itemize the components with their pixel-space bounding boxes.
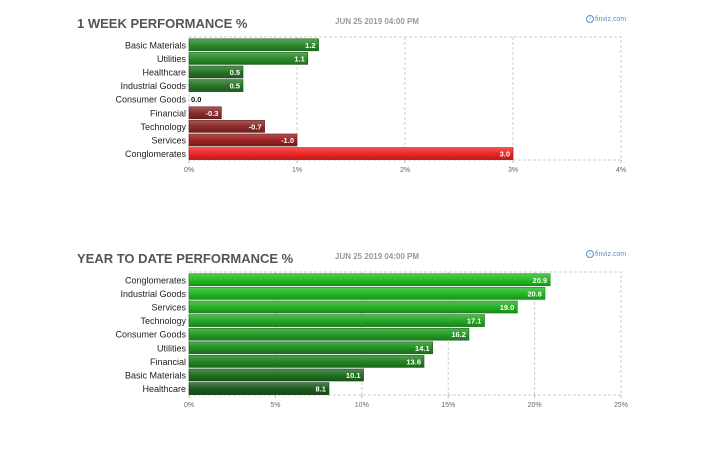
category-label: Basic Materials	[125, 371, 187, 381]
brand-text: finviz.com	[595, 15, 627, 23]
category-label: Services	[151, 303, 186, 313]
bar	[188, 120, 265, 133]
x-tick-label: 3%	[508, 167, 518, 174]
globe-icon: i	[586, 250, 594, 258]
x-tick-label: 20%	[528, 402, 542, 409]
week-plot: 0% 1% 2% 3% 4% Basic Materials 1.2 Utilities 1.1…	[115, 36, 626, 174]
x-tick-label: 2%	[400, 167, 410, 174]
bar	[188, 38, 319, 52]
bar	[188, 52, 309, 65]
value-label: 19.0	[500, 303, 515, 312]
value-label: 0.5	[230, 68, 240, 77]
value-label: 1.2	[305, 41, 315, 50]
bar	[188, 355, 425, 368]
brand-link[interactable]: i finviz.com	[586, 250, 626, 258]
bar	[188, 341, 433, 355]
ytd-performance-chart: YEAR TO DATE PERFORMANCE % JUN 25 2019 0…	[0, 235, 715, 425]
category-label: Conglomerates	[125, 275, 187, 285]
category-label: Healthcare	[142, 68, 186, 78]
category-label: Technology	[140, 122, 186, 132]
x-tick-label: 10%	[355, 402, 369, 409]
bar	[188, 300, 518, 314]
x-tick-label: 15%	[441, 402, 455, 409]
x-tick-label: 25%	[614, 402, 628, 409]
value-label: 0.0	[191, 95, 201, 104]
category-label: Healthcare	[142, 384, 186, 394]
bar	[188, 106, 222, 120]
week-performance-chart: 1 WEEK PERFORMANCE % JUN 25 2019 04:00 P…	[0, 0, 715, 190]
category-label: Financial	[150, 108, 186, 118]
category-label: Services	[151, 136, 186, 146]
chart-title: 1 WEEK PERFORMANCE %	[77, 16, 248, 31]
value-label: 10.1	[346, 371, 361, 380]
category-label: Industrial Goods	[120, 289, 186, 299]
bar	[188, 133, 298, 147]
bar	[188, 368, 364, 382]
category-label: Basic Materials	[125, 40, 187, 50]
value-label: 20.6	[527, 289, 542, 298]
value-label: 8.1	[316, 385, 326, 394]
value-label: -1.0	[281, 136, 294, 145]
bar	[188, 79, 244, 92]
value-label: 14.1	[415, 344, 430, 353]
x-tick-label: 5%	[270, 402, 280, 409]
value-label: 16.2	[451, 330, 466, 339]
category-label: Technology	[140, 316, 186, 326]
category-label: Utilities	[157, 343, 187, 353]
value-label: -0.3	[205, 109, 218, 118]
category-label: Consumer Goods	[115, 95, 186, 105]
bar	[188, 287, 546, 300]
value-label: 0.5	[230, 82, 240, 91]
value-label: -0.7	[249, 122, 262, 131]
ytd-plot: 0% 5% 10% 15% 20% 25% Conglomerates 20.9 Industr…	[115, 271, 628, 409]
chart-date: JUN 25 2019 04:00 PM	[335, 17, 420, 26]
bar	[188, 65, 244, 79]
plot-frame	[188, 271, 622, 396]
globe-icon: i	[586, 15, 594, 23]
value-label: 13.6	[406, 357, 421, 366]
x-tick-label: 1%	[292, 167, 302, 174]
bar	[188, 314, 485, 327]
category-label: Conglomerates	[125, 149, 187, 159]
category-label: Financial	[150, 357, 186, 367]
x-tick-label: 0%	[184, 402, 194, 409]
bar	[188, 327, 470, 341]
bar	[188, 147, 514, 160]
bar	[188, 273, 551, 287]
chart-date: JUN 25 2019 04:00 PM	[335, 252, 420, 261]
category-label: Industrial Goods	[120, 81, 186, 91]
chart-title: YEAR TO DATE PERFORMANCE %	[77, 251, 294, 266]
bar	[188, 382, 330, 395]
brand-link[interactable]: i finviz.com	[586, 15, 626, 23]
value-label: 3.0	[500, 150, 510, 159]
category-label: Utilities	[157, 54, 187, 64]
value-label: 1.1	[294, 54, 304, 63]
x-tick-label: 0%	[184, 167, 194, 174]
brand-text: finviz.com	[595, 250, 627, 258]
value-label: 20.9	[533, 276, 548, 285]
category-label: Consumer Goods	[115, 330, 186, 340]
x-tick-label: 4%	[616, 167, 626, 174]
value-label: 17.1	[467, 317, 482, 326]
